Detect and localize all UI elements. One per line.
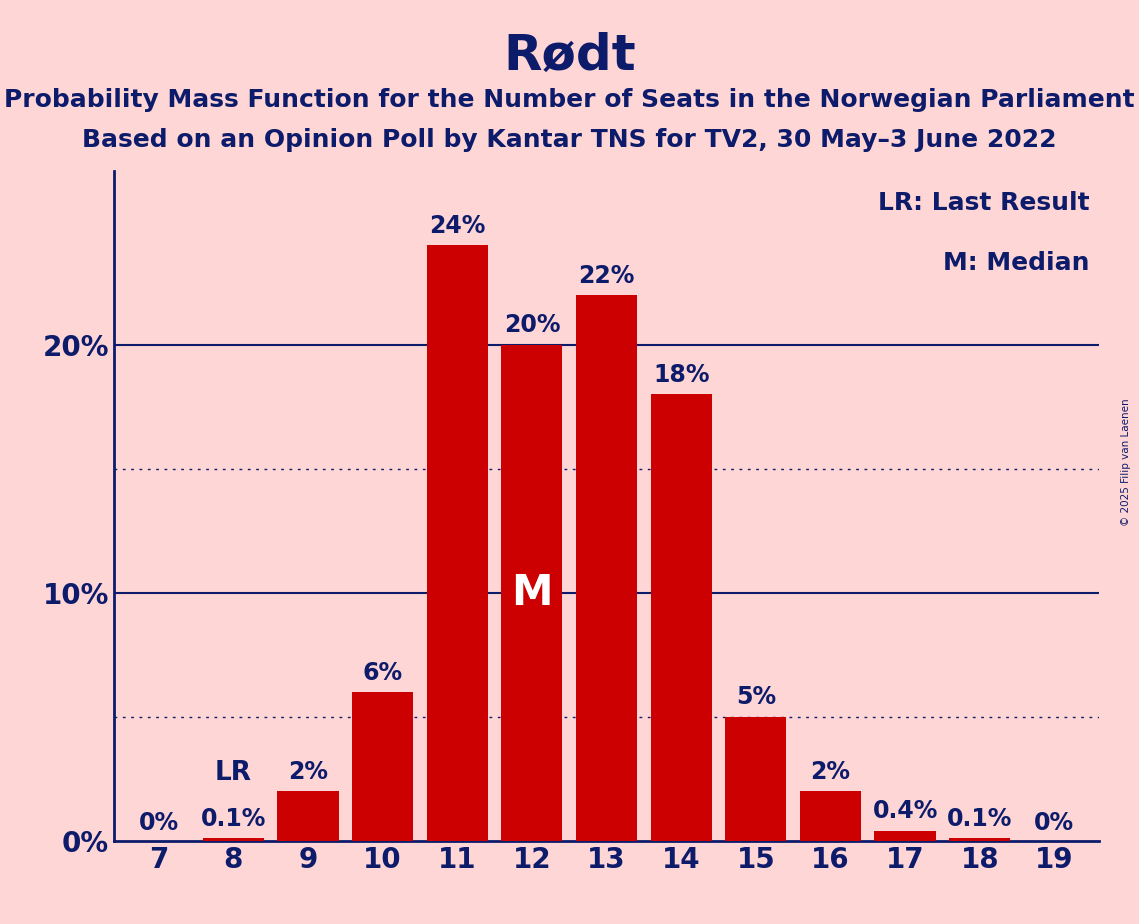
Text: Probability Mass Function for the Number of Seats in the Norwegian Parliament: Probability Mass Function for the Number…: [5, 88, 1134, 112]
Bar: [949, 838, 1010, 841]
Bar: [726, 717, 786, 841]
Text: 0%: 0%: [139, 810, 179, 834]
Text: 0.1%: 0.1%: [947, 807, 1013, 831]
Text: 0.1%: 0.1%: [200, 807, 267, 831]
Bar: [875, 831, 935, 841]
Text: 0%: 0%: [1034, 810, 1074, 834]
Text: LR: Last Result: LR: Last Result: [878, 191, 1089, 215]
Text: 22%: 22%: [579, 263, 634, 287]
Bar: [278, 791, 338, 841]
Text: 20%: 20%: [503, 313, 560, 337]
Bar: [650, 395, 712, 841]
Text: 2%: 2%: [811, 760, 851, 784]
Text: © 2025 Filip van Laenen: © 2025 Filip van Laenen: [1121, 398, 1131, 526]
Bar: [427, 246, 487, 841]
Text: 18%: 18%: [653, 363, 710, 387]
Bar: [800, 791, 861, 841]
Text: Rødt: Rødt: [503, 32, 636, 80]
Text: 6%: 6%: [362, 661, 403, 685]
Text: M: M: [511, 572, 552, 614]
Text: M: Median: M: Median: [943, 251, 1089, 275]
Text: 5%: 5%: [736, 686, 776, 710]
Bar: [203, 838, 264, 841]
Text: LR: LR: [215, 760, 252, 786]
Bar: [576, 295, 637, 841]
Text: 0.4%: 0.4%: [872, 799, 937, 823]
Text: 24%: 24%: [429, 214, 485, 238]
Text: 2%: 2%: [288, 760, 328, 784]
Bar: [501, 345, 563, 841]
Bar: [352, 692, 413, 841]
Text: Based on an Opinion Poll by Kantar TNS for TV2, 30 May–3 June 2022: Based on an Opinion Poll by Kantar TNS f…: [82, 128, 1057, 152]
